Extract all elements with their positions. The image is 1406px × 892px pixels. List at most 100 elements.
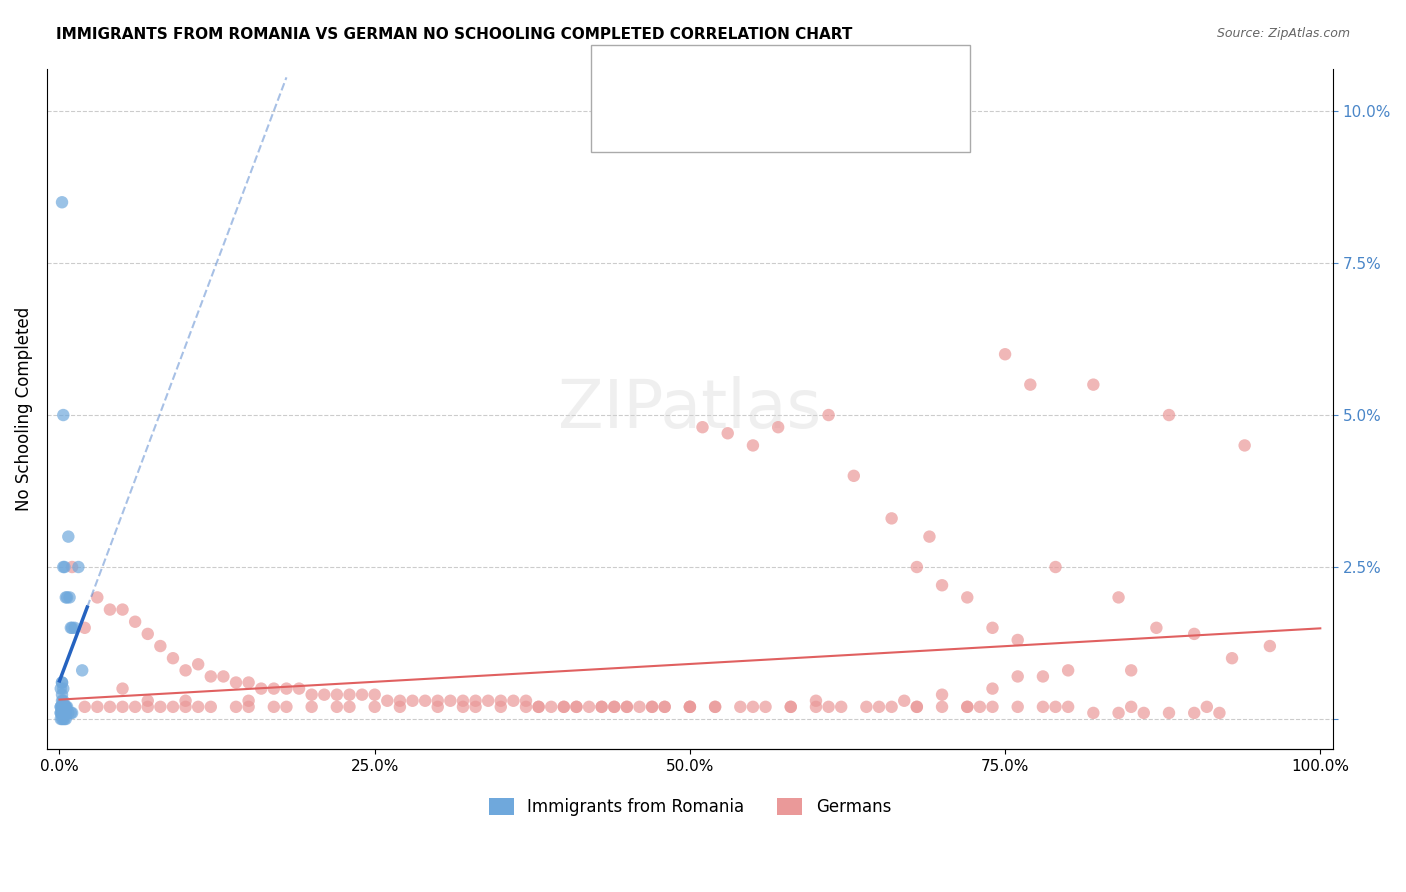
Point <box>742 699 765 714</box>
Point <box>565 699 588 714</box>
Point <box>1019 377 1042 392</box>
Point <box>51 675 73 690</box>
Point <box>212 669 235 683</box>
Point <box>49 706 72 720</box>
Point <box>553 699 575 714</box>
Point <box>981 699 1004 714</box>
Point <box>98 699 121 714</box>
Point <box>339 699 361 714</box>
Point <box>53 699 76 714</box>
Point <box>918 530 941 544</box>
Point <box>52 706 75 720</box>
Point <box>111 602 134 616</box>
Point <box>60 560 83 574</box>
Point <box>49 712 72 726</box>
Point <box>52 560 75 574</box>
Point <box>52 408 75 422</box>
Point <box>1182 627 1205 641</box>
Point <box>149 639 172 653</box>
Point <box>52 699 75 714</box>
Point <box>49 699 72 714</box>
Point <box>1121 699 1143 714</box>
Point <box>58 591 80 605</box>
Point <box>994 347 1017 361</box>
Point <box>1258 639 1281 653</box>
Point <box>817 408 839 422</box>
Point <box>55 591 77 605</box>
Point <box>527 699 550 714</box>
Point <box>111 681 134 696</box>
Point <box>1045 560 1067 574</box>
Point <box>641 699 664 714</box>
Point <box>464 699 486 714</box>
Point <box>591 699 613 714</box>
Point <box>53 699 76 714</box>
Point <box>1157 706 1180 720</box>
Point <box>73 621 96 635</box>
Point <box>616 699 638 714</box>
Point <box>200 669 222 683</box>
Point <box>401 694 423 708</box>
Point <box>1045 699 1067 714</box>
Point <box>1108 591 1130 605</box>
Point <box>868 699 890 714</box>
Point <box>124 699 146 714</box>
Point <box>1032 699 1054 714</box>
Point <box>565 699 588 714</box>
Point <box>162 699 184 714</box>
Point <box>51 706 73 720</box>
Point <box>388 699 411 714</box>
Point <box>842 468 865 483</box>
Point <box>301 699 323 714</box>
Point <box>60 621 83 635</box>
Point <box>1195 699 1218 714</box>
Point <box>52 681 75 696</box>
Point <box>931 699 953 714</box>
Point <box>527 699 550 714</box>
Point <box>52 694 75 708</box>
Point <box>55 699 77 714</box>
Legend: Immigrants from Romania, Germans: Immigrants from Romania, Germans <box>482 791 898 822</box>
Point <box>56 591 79 605</box>
Point <box>817 699 839 714</box>
Point <box>314 688 336 702</box>
Point <box>855 699 877 714</box>
Point <box>730 699 752 714</box>
Point <box>276 681 298 696</box>
Point <box>426 699 449 714</box>
Point <box>804 694 827 708</box>
Point <box>880 699 903 714</box>
Point <box>779 699 801 714</box>
Point <box>704 699 727 714</box>
Point <box>174 699 197 714</box>
Point <box>616 699 638 714</box>
Point <box>238 694 260 708</box>
Point <box>60 706 83 720</box>
Point <box>540 699 562 714</box>
Point <box>51 699 73 714</box>
Point <box>956 699 979 714</box>
Point <box>413 694 436 708</box>
Point <box>352 688 374 702</box>
Point <box>489 699 512 714</box>
Point <box>187 657 209 672</box>
Point <box>73 699 96 714</box>
Point <box>1144 621 1167 635</box>
Point <box>1007 699 1029 714</box>
Point <box>53 712 76 726</box>
Point <box>375 694 398 708</box>
Point <box>225 699 247 714</box>
Point <box>55 712 77 726</box>
Point <box>51 195 73 210</box>
Point <box>464 694 486 708</box>
Point <box>49 706 72 720</box>
Point <box>200 699 222 714</box>
Point <box>931 578 953 592</box>
Point <box>1208 706 1230 720</box>
Point <box>263 681 285 696</box>
Point <box>187 699 209 714</box>
Point <box>981 681 1004 696</box>
Point <box>263 699 285 714</box>
Point <box>136 627 159 641</box>
Point <box>52 699 75 714</box>
